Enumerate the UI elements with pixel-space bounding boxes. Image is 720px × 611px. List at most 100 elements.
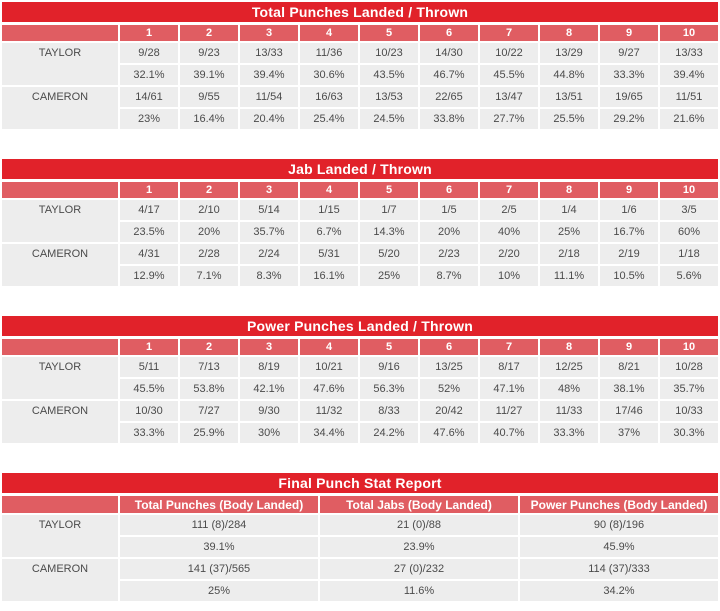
pct-cell: 30.3% <box>660 423 718 443</box>
pct-cell: 40.7% <box>480 423 538 443</box>
value-cell: 4/31 <box>120 244 178 264</box>
pct-cell: 12.9% <box>120 266 178 286</box>
pct-cell: 20% <box>180 222 238 242</box>
value-cell: 14/61 <box>120 87 178 107</box>
value-cell: 27 (0)/232 <box>320 559 518 579</box>
column-header-cell: 4 <box>300 339 358 355</box>
value-cell: 11/27 <box>480 401 538 421</box>
pct-cell: 24.5% <box>360 109 418 129</box>
column-header-cell: 4 <box>300 25 358 41</box>
pct-cell: 33.3% <box>540 423 598 443</box>
pct-cell: 20% <box>420 222 478 242</box>
column-header-cell: 5 <box>360 182 418 198</box>
value-cell: 1/18 <box>660 244 718 264</box>
column-header-cell: 1 <box>120 339 178 355</box>
fighter-name-cell: TAYLOR <box>2 200 118 242</box>
value-cell: 9/23 <box>180 43 238 63</box>
column-header-cell: 3 <box>240 182 298 198</box>
pct-cell: 47.6% <box>420 423 478 443</box>
pct-cell: 56.3% <box>360 379 418 399</box>
value-cell: 16/63 <box>300 87 358 107</box>
table-grid: Total Punches (Body Landed) Total Jabs (B… <box>2 496 718 601</box>
pct-cell: 39.4% <box>240 65 298 85</box>
pct-cell: 45.5% <box>480 65 538 85</box>
pct-cell: 47.1% <box>480 379 538 399</box>
pct-cell: 42.1% <box>240 379 298 399</box>
pct-cell: 37% <box>600 423 658 443</box>
value-cell: 13/47 <box>480 87 538 107</box>
value-cell: 11/32 <box>300 401 358 421</box>
value-cell: 8/17 <box>480 357 538 377</box>
header-spacer-cell <box>2 25 118 41</box>
pct-cell: 25% <box>540 222 598 242</box>
table-grid: 1 2 3 4 5 6 7 8 9 10 TAYLOR 4/17 2/10 5/14 1/15 1/7 1/5 2… <box>2 182 718 286</box>
value-cell: 4/17 <box>120 200 178 220</box>
column-header-cell: 6 <box>420 25 478 41</box>
column-header-cell: 9 <box>600 339 658 355</box>
value-cell: 10/22 <box>480 43 538 63</box>
pct-cell: 7.1% <box>180 266 238 286</box>
value-cell: 7/13 <box>180 357 238 377</box>
pct-cell: 16.4% <box>180 109 238 129</box>
pct-cell: 47.6% <box>300 379 358 399</box>
pct-cell: 25.9% <box>180 423 238 443</box>
value-cell: 111 (8)/284 <box>120 515 318 535</box>
column-header-cell: 7 <box>480 182 538 198</box>
value-cell: 2/5 <box>480 200 538 220</box>
column-header-cell: 5 <box>360 25 418 41</box>
column-header-cell: 9 <box>600 182 658 198</box>
column-header-cell: 2 <box>180 339 238 355</box>
fighter-name-cell: TAYLOR <box>2 357 118 399</box>
pct-cell: 23.9% <box>320 537 518 557</box>
value-cell: 9/30 <box>240 401 298 421</box>
pct-cell: 25% <box>360 266 418 286</box>
pct-cell: 29.2% <box>600 109 658 129</box>
value-cell: 5/20 <box>360 244 418 264</box>
column-header-cell: 3 <box>240 25 298 41</box>
column-header-cell: 2 <box>180 182 238 198</box>
column-header-cell: 10 <box>660 182 718 198</box>
header-spacer-cell <box>2 182 118 198</box>
column-header-cell: Power Punches (Body Landed) <box>520 496 718 513</box>
pct-cell: 35.7% <box>660 379 718 399</box>
value-cell: 13/33 <box>660 43 718 63</box>
pct-cell: 34.4% <box>300 423 358 443</box>
column-header-cell: Total Punches (Body Landed) <box>120 496 318 513</box>
pct-cell: 11.6% <box>320 581 518 601</box>
pct-cell: 35.7% <box>240 222 298 242</box>
value-cell: 13/25 <box>420 357 478 377</box>
value-cell: 13/51 <box>540 87 598 107</box>
value-cell: 1/5 <box>420 200 478 220</box>
value-cell: 12/25 <box>540 357 598 377</box>
column-header-cell: 1 <box>120 25 178 41</box>
value-cell: 2/23 <box>420 244 478 264</box>
value-cell: 14/30 <box>420 43 478 63</box>
pct-cell: 6.7% <box>300 222 358 242</box>
value-cell: 10/23 <box>360 43 418 63</box>
pct-cell: 23.5% <box>120 222 178 242</box>
value-cell: 10/28 <box>660 357 718 377</box>
value-cell: 3/5 <box>660 200 718 220</box>
pct-cell: 30% <box>240 423 298 443</box>
value-cell: 114 (37)/333 <box>520 559 718 579</box>
pct-cell: 24.2% <box>360 423 418 443</box>
value-cell: 17/46 <box>600 401 658 421</box>
table-grid: 1 2 3 4 5 6 7 8 9 10 TAYLOR 5/11 7/13 8/19 10/21 9/16 13… <box>2 339 718 443</box>
pct-cell: 32.1% <box>120 65 178 85</box>
pct-cell: 33.8% <box>420 109 478 129</box>
table-grid: 1 2 3 4 5 6 7 8 9 10 TAYLOR 9/28 9/23 13/33 11/36 10/23… <box>2 25 718 129</box>
fighter-name-cell: TAYLOR <box>2 515 118 557</box>
pct-cell: 14.3% <box>360 222 418 242</box>
pct-cell: 39.1% <box>120 537 318 557</box>
value-cell: 11/54 <box>240 87 298 107</box>
value-cell: 2/19 <box>600 244 658 264</box>
fighter-name-cell: CAMERON <box>2 401 118 443</box>
pct-cell: 48% <box>540 379 598 399</box>
value-cell: 10/30 <box>120 401 178 421</box>
value-cell: 8/19 <box>240 357 298 377</box>
pct-cell: 46.7% <box>420 65 478 85</box>
pct-cell: 25% <box>120 581 318 601</box>
pct-cell: 25.4% <box>300 109 358 129</box>
header-spacer-cell <box>2 496 118 513</box>
